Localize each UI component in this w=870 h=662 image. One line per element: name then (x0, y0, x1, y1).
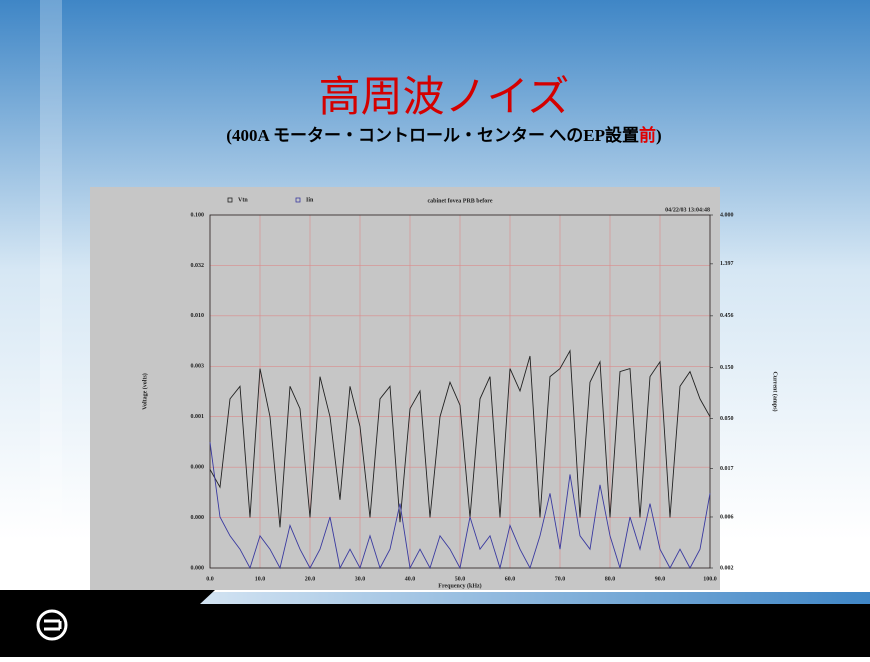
legend-label: Vtn (238, 197, 248, 203)
x-tick-label: 100.0 (703, 576, 717, 582)
x-tick-label: 20.0 (305, 576, 316, 582)
decor-band (0, 592, 870, 604)
slide-title: 高周波ノイズ (319, 73, 570, 120)
y-tick-label: 0.010 (191, 313, 205, 319)
y-tick-label: 0.000 (191, 565, 205, 571)
y-tick-label: 0.000 (191, 465, 205, 471)
x-tick-label: 60.0 (505, 576, 516, 582)
legend-swatch (295, 197, 301, 203)
y2-tick-label: 0.050 (720, 416, 734, 422)
logo (36, 609, 68, 641)
y2-tick-label: 0.150 (720, 365, 734, 371)
subtitle-text: (400A モーター・コントロール・センター へのEP設置 (226, 125, 639, 145)
y-tick-label: 0.100 (191, 212, 205, 218)
timestamp: 04/22/03 13:04:48 (665, 207, 710, 213)
x-tick-label: 90.0 (655, 576, 666, 582)
y2-tick-label: 4.000 (720, 212, 734, 218)
decor-stripe (40, 0, 62, 600)
footer-tab (0, 590, 215, 604)
x-tick-label: 0.0 (206, 576, 214, 582)
x-tick-label: 40.0 (405, 576, 416, 582)
chart: 0.0 10.0 20.0 30.0 40.0 50.0 60.0 70.0 80.0 90.0 1… (141, 197, 778, 589)
footer (0, 604, 870, 657)
y2-tick-label: 0.006 (720, 514, 734, 520)
y2-tick-label: 1.397 (720, 261, 734, 267)
y2-axis-label: Current (amps) (772, 371, 779, 411)
y2-tick-label: 0.002 (720, 565, 734, 571)
x-tick-label: 10.0 (255, 576, 266, 582)
y-tick-label: 0.003 (191, 364, 205, 370)
legend-swatch (227, 197, 233, 203)
x-tick-label: 30.0 (355, 576, 366, 582)
x-axis-label: Frequency (kHz) (438, 582, 481, 589)
legend-label: Iin (306, 197, 314, 203)
x-tick-label: 80.0 (605, 576, 616, 582)
y-tick-label: 0.000 (191, 515, 205, 521)
y2-tick-label: 0.456 (720, 313, 734, 319)
y2-tick-label: 0.017 (720, 466, 734, 472)
subtitle-highlight: 前 (639, 125, 656, 145)
y-axis-label: Voltage (volts) (141, 373, 148, 410)
x-tick-label: 50.0 (455, 576, 466, 582)
chart-title: cabinet fovea PRB before (427, 198, 492, 204)
x-tick-label: 70.0 (555, 576, 566, 582)
slide-subtitle: (400A モーター・コントロール・センター へのEP設置前) (226, 125, 661, 145)
y-tick-label: 0.032 (191, 263, 205, 269)
series-line (209, 349, 711, 528)
y-tick-label: 0.001 (191, 414, 205, 420)
subtitle-text: ) (656, 126, 662, 145)
chart-panel (90, 187, 720, 590)
series-line (209, 442, 711, 570)
